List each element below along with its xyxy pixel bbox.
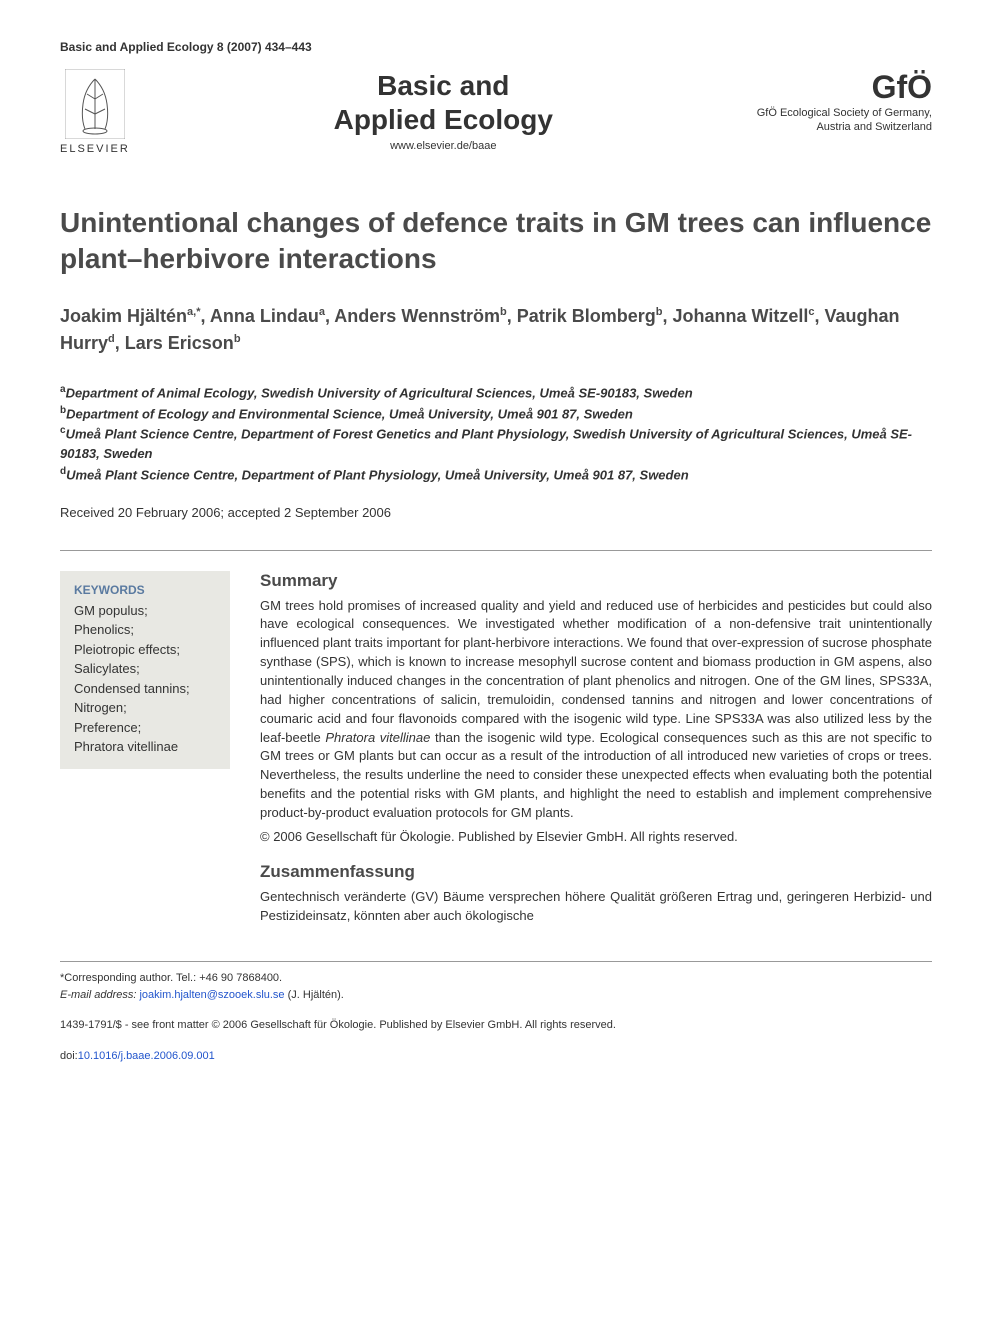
affiliation-line: cUmeå Plant Science Centre, Department o… [60,423,932,463]
affiliation-line: dUmeå Plant Science Centre, Department o… [60,464,932,485]
affiliations: aDepartment of Animal Ecology, Swedish U… [60,382,932,485]
front-matter: 1439-1791/$ - see front matter © 2006 Ge… [60,1018,932,1033]
dates: Received 20 February 2006; accepted 2 Se… [60,505,932,520]
copyright-line: © 2006 Gesellschaft für Ökologie. Publis… [260,829,932,844]
corresponding-tel: *Corresponding author. Tel.: +46 90 7868… [60,970,932,987]
doi-link[interactable]: 10.1016/j.baae.2006.09.001 [78,1050,215,1062]
summary-text: GM trees hold promises of increased qual… [260,597,932,823]
gfo-sub-1: GfÖ Ecological Society of Germany, [757,106,932,120]
keyword-item: Pleiotropic effects; [74,640,216,660]
keyword-item: Phenolics; [74,620,216,640]
affiliation-line: aDepartment of Animal Ecology, Swedish U… [60,382,932,403]
keywords-heading: KEYWORDS [74,583,216,597]
article-title: Unintentional changes of defence traits … [60,205,932,278]
zusammenfassung-heading: Zusammenfassung [260,862,932,882]
keyword-item: Phratora vitellinae [74,737,216,757]
summary-heading: Summary [260,571,932,591]
doi-line: doi:10.1016/j.baae.2006.09.001 [60,1049,932,1064]
corresponding-email-line: E-mail address: joakim.hjalten@szooek.sl… [60,987,932,1004]
doi-label: doi: [60,1050,78,1062]
email-label: E-mail address: [60,989,136,1001]
keywords-box: KEYWORDS GM populus;Phenolics;Pleiotropi… [60,571,230,769]
gfo-block: GfÖ GfÖ Ecological Society of Germany, A… [757,69,932,135]
email-author: (J. Hjältén). [288,989,344,1001]
header-citation: Basic and Applied Ecology 8 (2007) 434–4… [60,40,932,54]
gfo-sub-2: Austria and Switzerland [757,120,932,134]
keyword-item: Salicylates; [74,659,216,679]
journal-title-line2: Applied Ecology [130,103,757,137]
journal-url[interactable]: www.elsevier.de/baae [130,140,757,152]
content-row: KEYWORDS GM populus;Phenolics;Pleiotropi… [60,550,932,932]
abstract-column: Summary GM trees hold promises of increa… [260,571,932,932]
keyword-item: Condensed tannins; [74,679,216,699]
corresponding-author: *Corresponding author. Tel.: +46 90 7868… [60,970,932,1003]
email-link[interactable]: joakim.hjalten@szooek.slu.se [139,989,284,1001]
keyword-item: Nitrogen; [74,698,216,718]
elsevier-label: ELSEVIER [60,143,130,155]
zusammenfassung-text: Gentechnisch veränderte (GV) Bäume versp… [260,888,932,926]
elsevier-logo: ELSEVIER [60,69,130,155]
keyword-item: GM populus; [74,601,216,621]
journal-title-block: Basic and Applied Ecology www.elsevier.d… [130,69,757,152]
elsevier-tree-icon [65,69,125,139]
affiliation-line: bDepartment of Ecology and Environmental… [60,403,932,424]
footer-separator: *Corresponding author. Tel.: +46 90 7868… [60,961,932,1064]
keyword-item: Preference; [74,718,216,738]
authors: Joakim Hjälténa,*, Anna Lindaua, Anders … [60,303,932,357]
logos-row: ELSEVIER Basic and Applied Ecology www.e… [60,69,932,155]
keywords-list: GM populus;Phenolics;Pleiotropic effects… [74,601,216,757]
journal-title-line1: Basic and [130,69,757,103]
gfo-logo: GfÖ [757,69,932,106]
